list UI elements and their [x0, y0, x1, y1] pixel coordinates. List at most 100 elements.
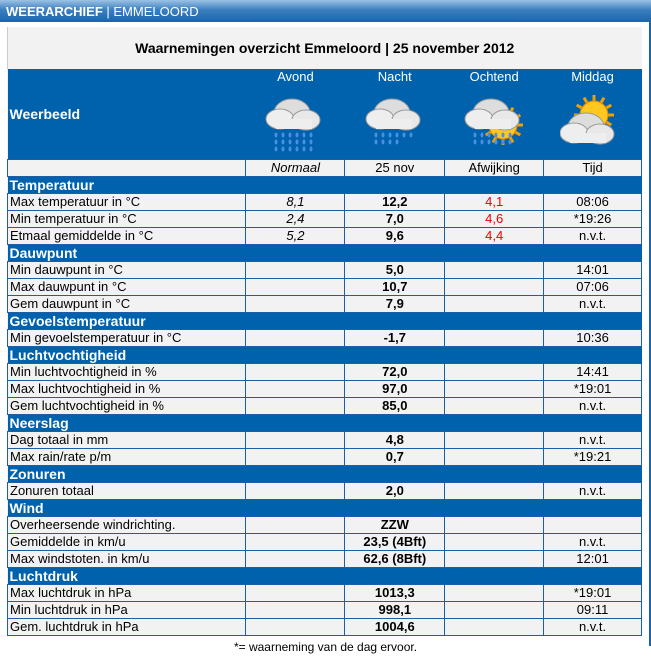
day-value: 12,2	[344, 193, 446, 211]
row-label: Min temperatuur in °C	[6, 210, 247, 228]
time-value: n.v.t.	[543, 295, 642, 313]
deviation-value	[444, 278, 545, 296]
time-value: *19:21	[543, 448, 642, 466]
table-row: Min dauwpunt in °C 5,0 14:01	[6, 261, 642, 279]
column-header: Normaal	[245, 159, 346, 177]
table-row: Gemiddelde in km/u 23,5 (4Bft) n.v.t.	[6, 533, 642, 551]
footnote: *= waarneming van de dag ervoor.	[233, 640, 418, 654]
day-value: 1004,6	[344, 618, 446, 636]
section-header: Temperatuur	[7, 176, 642, 194]
weather-period-ochtend: Ochtend	[444, 69, 544, 160]
normal-value: 8,1	[245, 193, 346, 211]
table-row: Gem. luchtdruk in hPa 1004,6 n.v.t.	[6, 618, 642, 636]
time-value	[543, 516, 642, 534]
table-row: Min luchtdruk in hPa 998,1 09:11	[6, 601, 642, 619]
period-label: Avond	[277, 69, 314, 84]
day-value: 7,0	[344, 210, 446, 228]
table-row: Max windstoten. in km/u 62,6 (8Bft) 12:01	[6, 550, 642, 568]
deviation-value	[444, 533, 545, 551]
time-value: n.v.t.	[543, 482, 642, 500]
deviation-value: 4,6	[444, 210, 545, 228]
normal-value	[245, 516, 346, 534]
weather-period-avond: Avond	[245, 69, 345, 160]
normal-value	[245, 295, 346, 313]
time-value: 10:36	[543, 329, 642, 347]
row-label: Gem dauwpunt in °C	[6, 295, 247, 313]
table-row: Max luchtvochtigheid in % 97,0 *19:01	[6, 380, 642, 398]
day-value: -1,7	[344, 329, 446, 347]
table-row: Overheersende windrichting. ZZW	[6, 516, 642, 534]
deviation-value	[444, 295, 545, 313]
column-header: Afwijking	[444, 159, 545, 177]
row-label: Zonuren totaal	[6, 482, 247, 500]
deviation-value	[444, 550, 545, 568]
deviation-value	[444, 516, 545, 534]
day-value: 85,0	[344, 397, 446, 415]
column-header: 25 nov	[344, 159, 446, 177]
table-row: Etmaal gemiddelde in °C 5,2 9,6 4,4 n.v.t.	[6, 227, 642, 245]
deviation-value: 4,4	[444, 227, 545, 245]
time-value: 07:06	[543, 278, 642, 296]
normal-value	[245, 584, 346, 602]
time-value: n.v.t.	[543, 618, 642, 636]
normal-value	[245, 329, 346, 347]
table-row: Dag totaal in mm 4,8 n.v.t.	[6, 431, 642, 449]
deviation-value: 4,1	[444, 193, 545, 211]
deviation-value	[444, 601, 545, 619]
normal-value: 2,4	[245, 210, 346, 228]
row-label: Overheersende windrichting.	[6, 516, 247, 534]
row-label: Min gevoelstemperatuur in °C	[6, 329, 247, 347]
deviation-value	[444, 482, 545, 500]
row-label: Max temperatuur in °C	[6, 193, 247, 211]
period-label: Middag	[571, 69, 614, 84]
section-header: Wind	[7, 499, 642, 517]
deviation-value	[444, 448, 545, 466]
weather-period-middag: Middag	[543, 69, 642, 160]
table-row: Min gevoelstemperatuur in °C -1,7 10:36	[6, 329, 642, 347]
day-value: 72,0	[344, 363, 446, 381]
time-value: n.v.t.	[543, 397, 642, 415]
weather-label: Weerbeeld	[7, 69, 246, 160]
day-value: 10,7	[344, 278, 446, 296]
normal-value	[245, 380, 346, 398]
day-value: 998,1	[344, 601, 446, 619]
sun-rain-icon	[464, 98, 524, 145]
time-value: n.v.t.	[543, 533, 642, 551]
row-label: Max windstoten. in km/u	[6, 550, 247, 568]
time-value: *19:01	[543, 380, 642, 398]
row-label: Etmaal gemiddelde in °C	[6, 227, 247, 245]
deviation-value	[444, 261, 545, 279]
deviation-value	[444, 431, 545, 449]
content-frame	[0, 22, 651, 646]
normal-value	[245, 448, 346, 466]
row-label: Dag totaal in mm	[6, 431, 247, 449]
section-header: Luchtdruk	[7, 567, 642, 585]
section-header: Neerslag	[7, 414, 642, 432]
day-value: 4,8	[344, 431, 446, 449]
table-row: Max rain/rate p/m 0,7 *19:21	[6, 448, 642, 466]
normal-value	[245, 482, 346, 500]
empty-cell	[6, 159, 247, 177]
row-label: Max dauwpunt in °C	[6, 278, 247, 296]
table-row: Max temperatuur in °C 8,1 12,2 4,1 08:06	[6, 193, 642, 211]
normal-value	[245, 533, 346, 551]
day-value: 5,0	[344, 261, 446, 279]
normal-value	[245, 261, 346, 279]
table-row: Gem dauwpunt in °C 7,9 n.v.t.	[6, 295, 642, 313]
row-label: Max luchtvochtigheid in %	[6, 380, 247, 398]
table-row: Min luchtvochtigheid in % 72,0 14:41	[6, 363, 642, 381]
location: EMMELOORD	[113, 4, 199, 19]
table-row: Max dauwpunt in °C 10,7 07:06	[6, 278, 642, 296]
column-header: Tijd	[543, 159, 642, 177]
row-label: Max luchtdruk in hPa	[6, 584, 247, 602]
day-value: 9,6	[344, 227, 446, 245]
normal-value	[245, 278, 346, 296]
normal-value	[245, 363, 346, 381]
time-value: 14:41	[543, 363, 642, 381]
deviation-value	[444, 380, 545, 398]
day-value: 1013,3	[344, 584, 446, 602]
deviation-value	[444, 329, 545, 347]
time-value: *19:01	[543, 584, 642, 602]
rain-icon	[365, 98, 421, 145]
row-label: Min luchtdruk in hPa	[6, 601, 247, 619]
